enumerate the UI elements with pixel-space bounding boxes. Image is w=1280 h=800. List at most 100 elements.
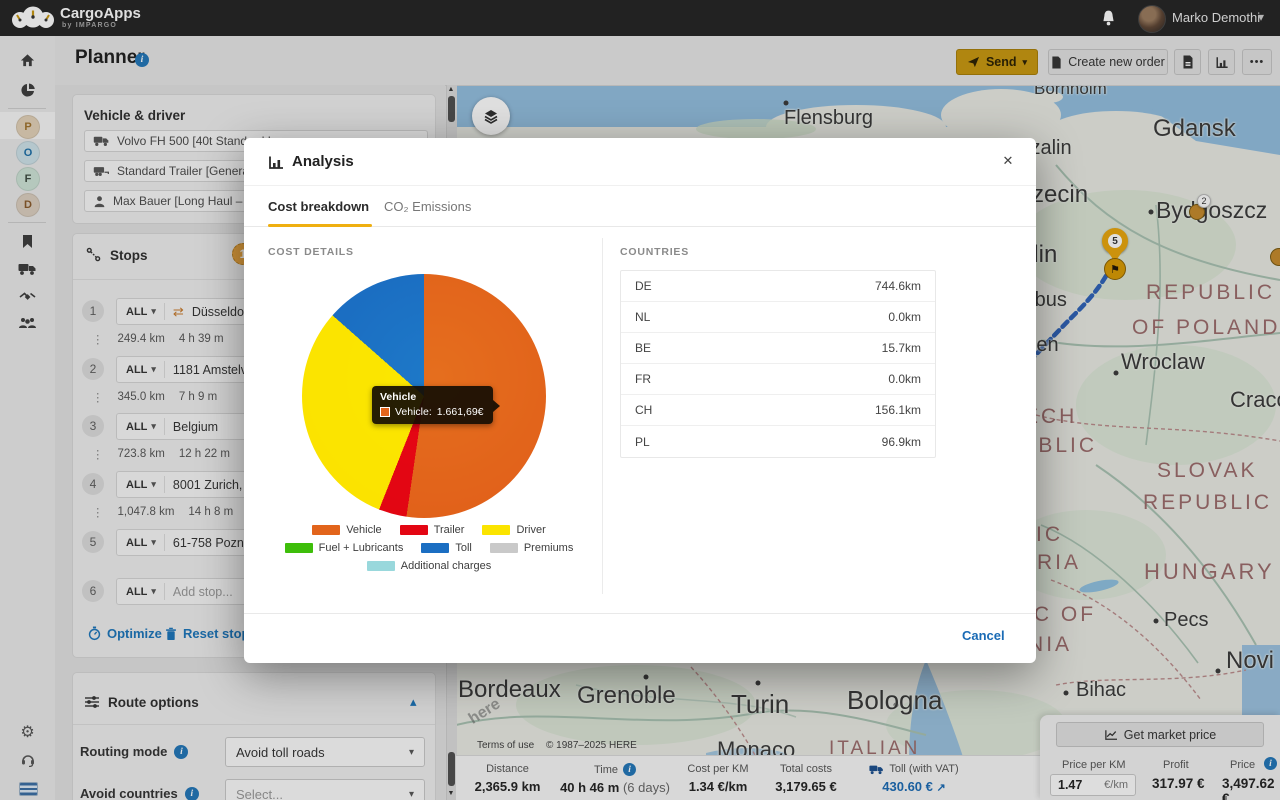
modal-header: Analysis <box>244 138 1036 186</box>
get-market-price-button[interactable]: Get market price <box>1056 722 1264 747</box>
routing-mode-select[interactable]: Avoid toll roads <box>225 737 425 767</box>
stops-title: Stops <box>110 248 148 263</box>
workspace-avatar-o[interactable]: O <box>16 141 40 165</box>
cost-details-label: COST DETAILS <box>268 246 354 258</box>
legend-item[interactable]: Additional charges <box>366 560 491 572</box>
more-actions-button[interactable] <box>1242 49 1272 75</box>
deal-handshake-icon[interactable] <box>0 290 55 303</box>
close-icon[interactable] <box>998 153 1018 169</box>
workspace-avatar-d[interactable]: D <box>16 193 40 217</box>
export-pdf-button[interactable] <box>1174 49 1201 75</box>
legend-item[interactable]: Fuel + Lubricants <box>284 542 403 554</box>
routing-mode-label: Routing mode <box>80 744 189 759</box>
stop-address[interactable]: 8001 Zurich, S <box>172 477 255 492</box>
user-name[interactable]: Marko Demothi <box>1172 10 1261 25</box>
chart-legend-row: Additional charges <box>259 560 599 572</box>
cancel-button[interactable]: Cancel <box>962 628 1005 643</box>
send-button[interactable]: Send <box>956 49 1038 75</box>
stat-total-costs: Total costs 3,179.65 € <box>775 763 837 794</box>
optimize-label: Optimize <box>107 626 162 641</box>
marker-2-bubble: 2 <box>1197 194 1211 208</box>
legend-item[interactable]: Premiums <box>489 542 573 554</box>
scroll-up-arrow[interactable]: ▲ <box>447 86 455 93</box>
stop-mode-select[interactable]: ALL <box>126 537 156 549</box>
price-per-km-field[interactable]: €/km <box>1050 774 1136 796</box>
toll-details-icon[interactable] <box>937 782 946 794</box>
stat-cost-per-km: Cost per KM 1.34 €/km <box>687 763 749 794</box>
tab-co2-emissions[interactable]: CO₂ Emissions <box>384 199 472 214</box>
fleet-truck-icon[interactable] <box>0 262 55 276</box>
analysis-chart-icon <box>269 156 283 169</box>
bell-icon[interactable] <box>1100 9 1117 27</box>
team-users-icon[interactable] <box>0 316 55 330</box>
planner-info-icon[interactable] <box>135 53 149 67</box>
leg-duration: 14 h 8 m <box>188 506 234 518</box>
sliders-icon <box>85 696 99 708</box>
legend-item[interactable]: Vehicle <box>312 524 382 536</box>
page-title: Planner <box>75 47 145 68</box>
legend-item[interactable]: Driver <box>482 524 546 536</box>
map-country-label: REPUBLIC <box>1146 281 1276 304</box>
scroll-down-arrow[interactable]: ▼ <box>447 790 455 797</box>
scrollbar-thumb[interactable] <box>448 96 455 122</box>
stat-time: Time 40 h 46 m (6 days) <box>556 763 674 795</box>
map-layers-button[interactable] <box>472 97 510 135</box>
map-city-label: Bologna <box>847 685 943 715</box>
stopwatch-icon <box>88 626 101 641</box>
optimize-button[interactable]: Optimize <box>88 626 162 641</box>
app-subtitle: by IMPARGO <box>62 22 118 29</box>
bookmark-icon[interactable] <box>0 234 55 249</box>
finish-flag-icon <box>1104 258 1126 280</box>
get-market-price-label: Get market price <box>1123 727 1217 742</box>
stop-address[interactable]: 1181 Amstelve <box>172 362 254 377</box>
analytics-pie-icon[interactable] <box>0 82 55 98</box>
language-flag-icon[interactable] <box>19 782 38 796</box>
map-terms-link[interactable]: Terms of use <box>477 740 535 751</box>
price-per-km-unit: €/km <box>1104 779 1128 791</box>
routing-mode-info-icon[interactable] <box>174 744 189 759</box>
scrollbar-thumb-lower[interactable] <box>448 752 455 786</box>
stop-mode-select[interactable]: ALL <box>126 364 156 376</box>
table-row: FR 0.0km <box>621 364 935 395</box>
legend-item[interactable]: Trailer <box>399 524 464 536</box>
stop-address[interactable]: 61-758 Poznan <box>172 535 258 550</box>
marker-pin-tail <box>1108 252 1122 262</box>
legend-item[interactable]: Toll <box>421 542 472 554</box>
stop-address[interactable]: Belgium <box>172 419 219 434</box>
map-stop-marker-5[interactable]: 5 <box>1102 228 1128 254</box>
avoid-countries-select[interactable]: Select... <box>225 779 425 800</box>
stat-toll: Toll (with VAT) 430.60 € <box>856 763 972 794</box>
map-city-label: Turin <box>731 689 790 719</box>
add-stop-input[interactable]: Add stop... <box>172 584 233 599</box>
stop-mode-select[interactable]: ALL <box>126 421 156 433</box>
modal-tabs: Cost breakdown CO₂ Emissions <box>244 186 1036 227</box>
workspace-avatar-p[interactable]: P <box>16 115 40 139</box>
stop-address[interactable]: Düsseldor <box>191 304 249 319</box>
price-info-icon[interactable] <box>1264 757 1277 770</box>
analysis-chart-button[interactable] <box>1208 49 1235 75</box>
stop-number: 5 <box>82 531 104 553</box>
price-per-km-input[interactable] <box>1058 778 1094 792</box>
workspace-avatar-f[interactable]: F <box>16 167 40 191</box>
time-info-icon[interactable] <box>623 763 637 776</box>
avoid-countries-info-icon[interactable] <box>184 786 199 800</box>
driver-person-icon <box>94 195 105 207</box>
document-icon <box>1052 56 1061 68</box>
chart-legend-row: Fuel + Lubricants Toll Premiums <box>259 542 599 554</box>
trash-icon <box>166 627 176 640</box>
stop-mode-select[interactable]: ALL <box>126 306 156 318</box>
map-city-label: Pecs <box>1164 609 1209 631</box>
home-icon[interactable] <box>0 52 55 68</box>
user-avatar[interactable] <box>1138 5 1166 33</box>
reset-stops-button[interactable]: Reset stops <box>165 626 257 641</box>
leg-info: 723.8 km 12 h 22 m <box>92 447 230 461</box>
map-city-label: Cracow <box>1230 387 1280 412</box>
tab-cost-breakdown[interactable]: Cost breakdown <box>268 199 370 214</box>
stop-mode-select[interactable]: ALL <box>126 479 156 491</box>
stop-mode-select[interactable]: ALL <box>126 586 156 598</box>
avoid-countries-label: Avoid countries <box>80 786 199 800</box>
stop-number: 6 <box>82 580 104 602</box>
support-headset-icon[interactable] <box>0 752 55 767</box>
create-new-order-button[interactable]: Create new order <box>1048 49 1168 75</box>
